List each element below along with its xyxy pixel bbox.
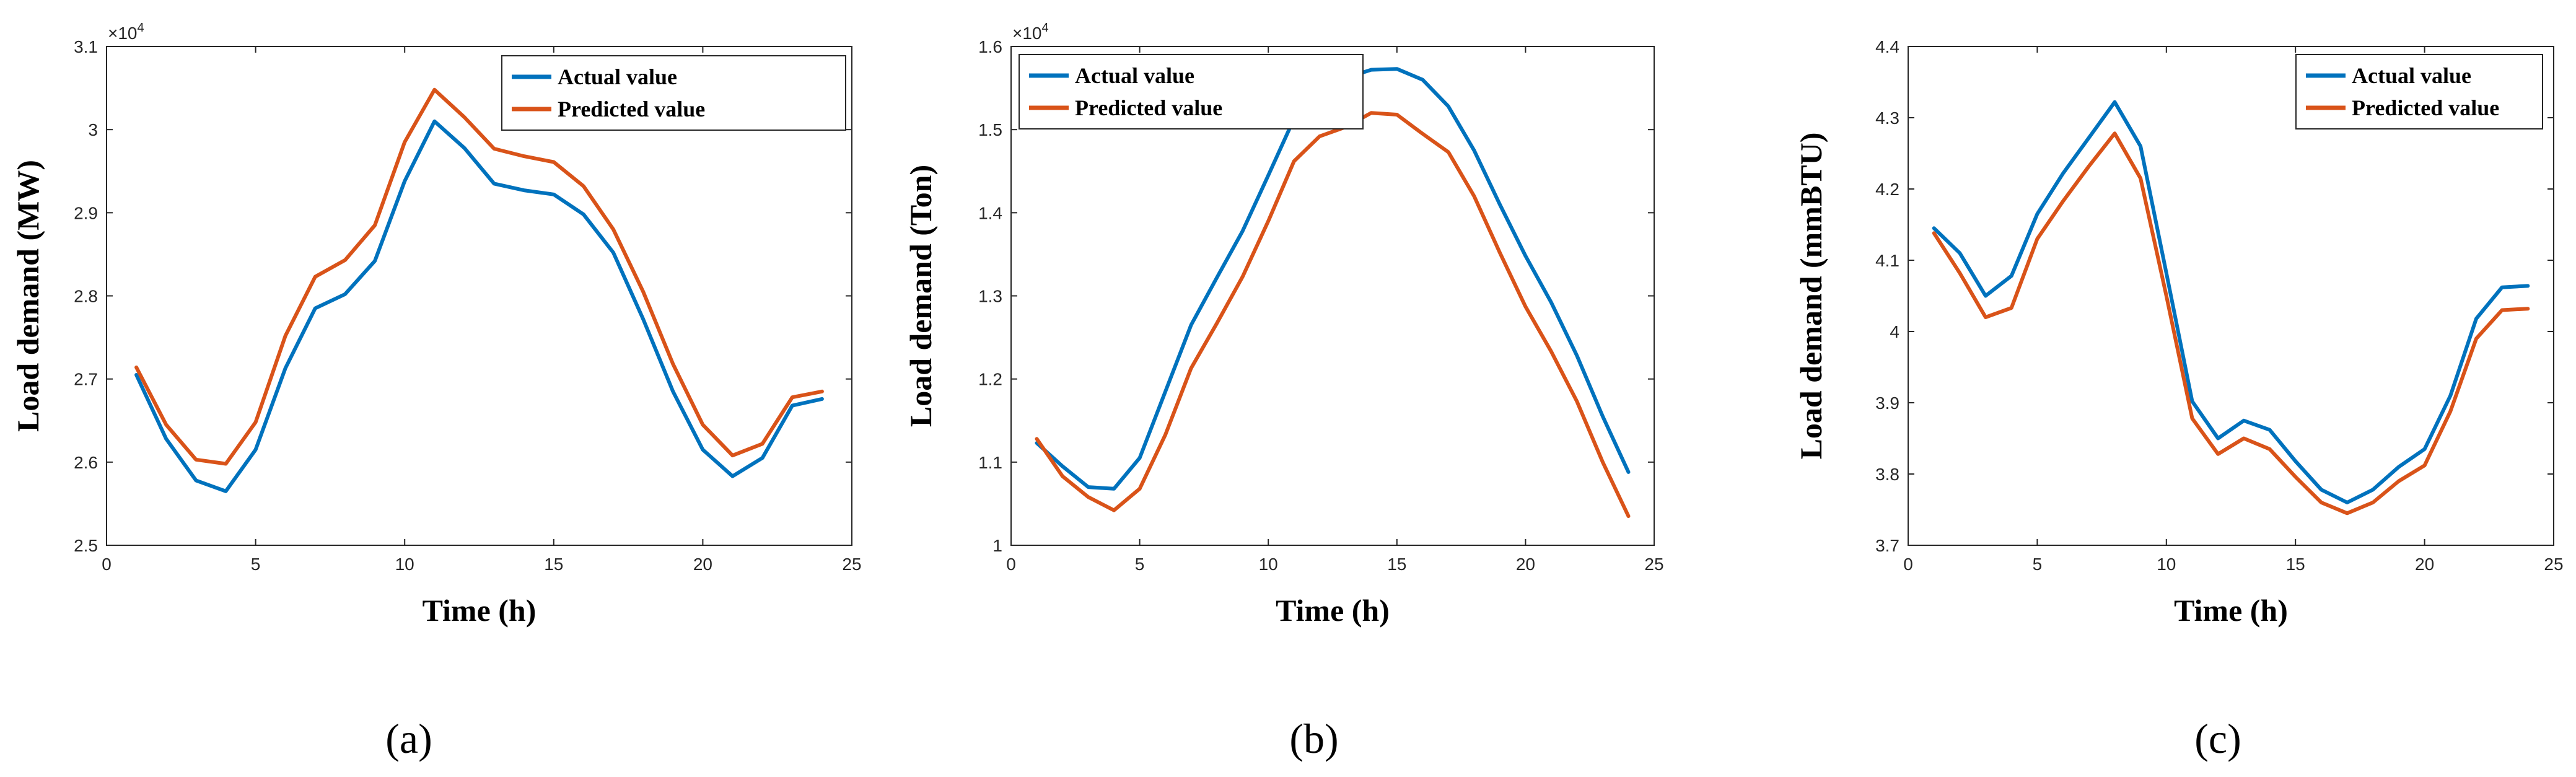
legend-label: Actual value [558, 64, 677, 89]
y-axis-multiplier-exponent: 4 [138, 21, 144, 35]
series-line-actual [134, 119, 824, 493]
x-tick-label: 5 [251, 555, 261, 574]
x-tick-label: 10 [2157, 555, 2176, 574]
y-tick-label: 2.9 [74, 203, 98, 222]
y-tick-label: 3.1 [74, 37, 98, 56]
x-tick-label: 0 [102, 555, 112, 574]
x-tick-label: 10 [1259, 555, 1278, 574]
y-axis-label: Load demand (MW) [11, 160, 45, 432]
y-tick-label: 2.6 [74, 453, 98, 472]
legend-label: Actual value [1075, 63, 1194, 88]
panel-caption: (b) [1289, 715, 1338, 762]
legend-box [1019, 54, 1364, 130]
x-tick-label: 0 [1006, 555, 1016, 574]
series-line-predicted [1035, 111, 1631, 518]
x-tick-label: 15 [2286, 555, 2305, 574]
y-tick-label: 1 [992, 536, 1002, 555]
legend: Actual value Predicted value [1019, 54, 1364, 130]
legend-label: Actual value [2352, 63, 2471, 88]
y-tick-label: 3 [88, 120, 98, 139]
x-tick-label: 20 [1516, 555, 1535, 574]
x-tick-label: 10 [395, 555, 414, 574]
y-tick-label: 4.3 [1875, 108, 1899, 128]
series-line-actual [1932, 100, 2530, 504]
chart-panel-c: 0 5 10 15 20 25 3.7 3.8 3.9 4 4.1 4.2 4.3 4.4 Actual v… [1794, 37, 2564, 762]
legend: Actual value Predicted value [2295, 54, 2543, 130]
y-tick-label: 2.8 [74, 287, 98, 306]
y-tick-label: 4.4 [1875, 37, 1899, 56]
x-tick-label: 15 [544, 555, 563, 574]
legend-label: Predicted value [2352, 95, 2499, 120]
y-tick-label: 1.1 [978, 453, 1002, 472]
chart-panel-a: 0 5 10 15 20 252.52.62.72.82.933.1×104Actual … [11, 21, 862, 762]
x-tick-label: 5 [2033, 555, 2043, 574]
y-tick-label: 3.8 [1875, 465, 1899, 484]
series-line-predicted [1932, 131, 2530, 516]
y-axis-label: Load demand (mmBTU) [1794, 133, 1828, 460]
panel-caption: (c) [2194, 715, 2241, 762]
x-tick-label: 0 [1903, 555, 1913, 574]
x-tick-label: 25 [2544, 555, 2563, 574]
x-tick-label: 5 [1135, 555, 1145, 574]
y-tick-label: 1.4 [978, 203, 1002, 222]
legend-box [2295, 54, 2543, 130]
legend-label: Predicted value [1075, 95, 1222, 120]
y-tick-label: 4.2 [1875, 180, 1899, 199]
x-tick-label: 20 [693, 555, 712, 574]
x-axis-label: Time (h) [1276, 593, 1390, 628]
y-tick-label: 1.5 [978, 120, 1002, 139]
series-line-predicted [134, 87, 824, 466]
y-tick-label: 2.5 [74, 536, 98, 555]
y-tick-label: 3.9 [1875, 393, 1899, 413]
y-axis-multiplier-exponent: 4 [1042, 21, 1049, 35]
x-tick-label: 25 [842, 555, 861, 574]
y-tick-label: 1.6 [978, 37, 1002, 56]
chart-panel-b: 0 5 10 15 20 2511.11.21.31.41.51.6×104Actual … [903, 21, 1664, 762]
legend-label: Predicted value [558, 97, 705, 121]
legend: Actual value Predicted value [501, 55, 846, 131]
y-tick-label: 4.1 [1875, 251, 1899, 270]
x-tick-label: 15 [1387, 555, 1406, 574]
legend-box [501, 55, 846, 131]
y-tick-label: 2.7 [74, 370, 98, 389]
y-tick-label: 1.2 [978, 370, 1002, 389]
y-tick-label: 3.7 [1875, 536, 1899, 555]
panel-caption: (a) [385, 715, 432, 762]
x-tick-label: 20 [2415, 555, 2434, 574]
x-tick-label: 25 [1644, 555, 1663, 574]
y-tick-label: 1.3 [978, 287, 1002, 306]
y-tick-label: 4 [1890, 322, 1899, 341]
x-axis-label: Time (h) [2174, 593, 2288, 628]
x-axis-label: Time (h) [423, 593, 537, 628]
y-axis-label: Load demand (Ton) [903, 165, 938, 427]
